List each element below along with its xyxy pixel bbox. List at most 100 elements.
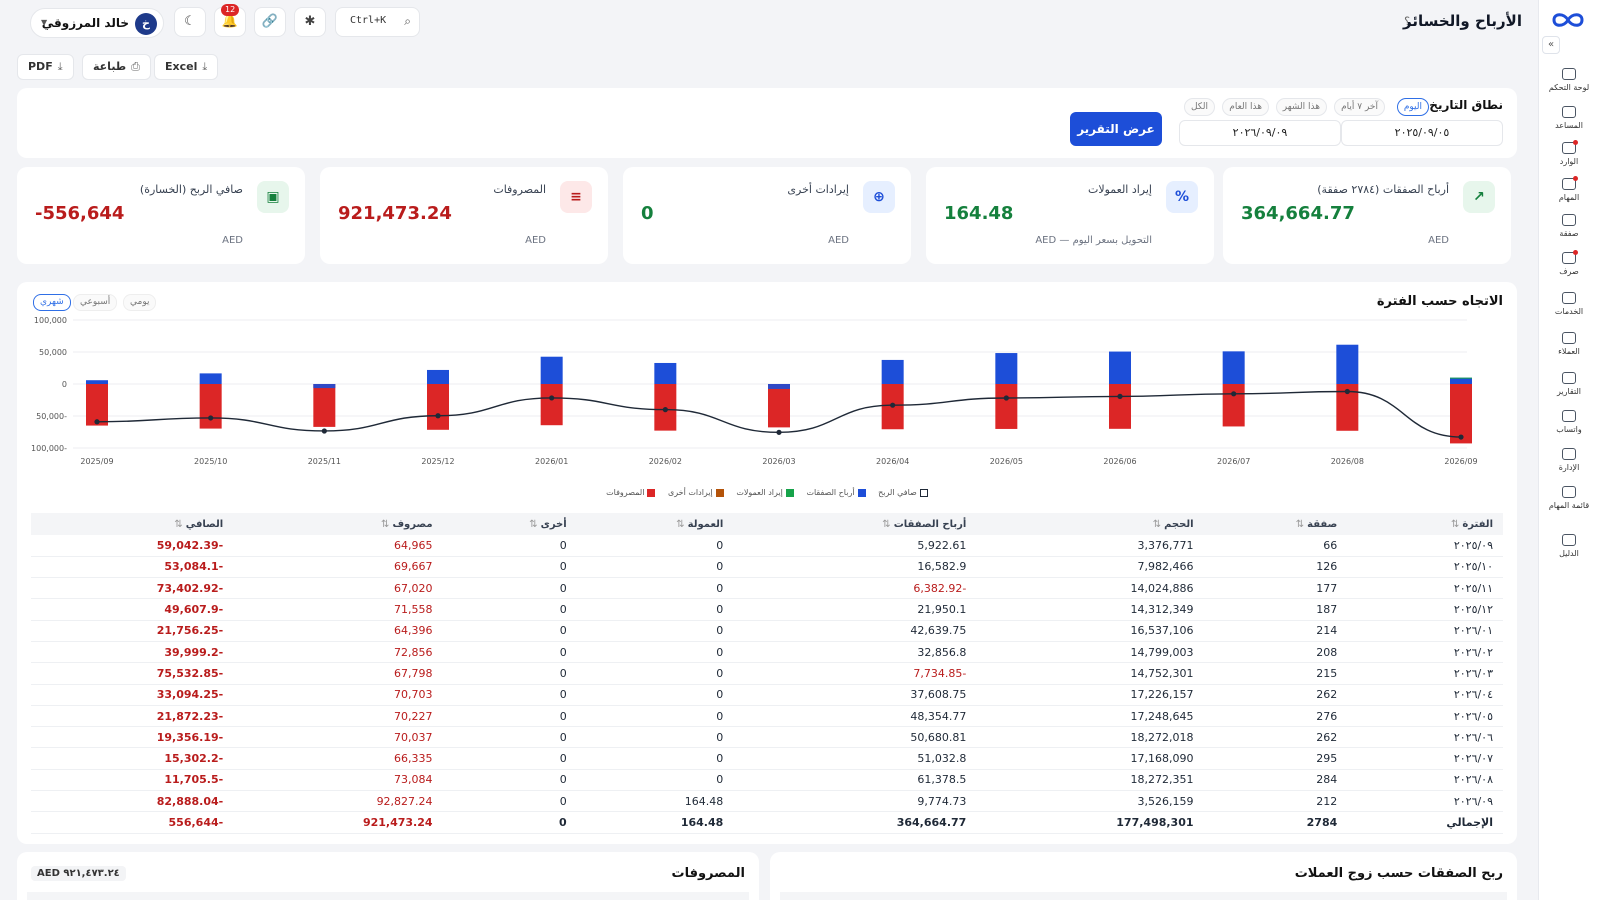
y-tick-label: 50,000 bbox=[39, 348, 67, 357]
collapse-sidebar-button[interactable]: « bbox=[1542, 36, 1560, 54]
table-cell: 208 bbox=[1203, 641, 1348, 664]
granularity-daily[interactable]: يومي bbox=[123, 294, 157, 311]
sidebar-item-1[interactable]: المساعد bbox=[1538, 106, 1600, 130]
export-pdf-button[interactable]: PDF ⤓ bbox=[17, 54, 74, 80]
sidebar-icon bbox=[1562, 252, 1576, 264]
sidebar-item-10[interactable]: الإدارة bbox=[1538, 448, 1600, 472]
x-tick-label: 2026/06 bbox=[1103, 457, 1136, 466]
expense-bar bbox=[995, 384, 1018, 429]
column-header[interactable]: الحجم⇅ bbox=[976, 513, 1204, 535]
table-cell: ٢٠٢٦/٠٤ bbox=[1347, 684, 1503, 706]
user-menu[interactable]: خ خالد المرزوقي ▼ bbox=[30, 8, 164, 38]
table-cell: -59,042.39 bbox=[31, 535, 234, 557]
x-tick-label: 2026/01 bbox=[535, 457, 568, 466]
expense-bar bbox=[86, 384, 108, 426]
table-cell: 0 bbox=[442, 684, 577, 706]
trade-profit-bar bbox=[1450, 377, 1472, 384]
sidebar-item-2[interactable]: الوارد bbox=[1538, 140, 1600, 166]
sidebar-item-5[interactable]: صرف bbox=[1538, 250, 1600, 276]
link-button[interactable]: 🔗 bbox=[254, 7, 286, 37]
expense-bar bbox=[1109, 384, 1131, 429]
table-cell: 214 bbox=[1203, 620, 1348, 642]
date-from-input[interactable]: ٢٠٢٥/٠٩/٠٥ bbox=[1341, 120, 1503, 146]
trade-profit-bar bbox=[1222, 351, 1245, 384]
sidebar-item-11[interactable]: قائمة المهام bbox=[1538, 486, 1600, 510]
chip-last-7-days[interactable]: آخر ٧ أيام bbox=[1334, 98, 1385, 116]
help-icon[interactable]: ؟ bbox=[1404, 15, 1410, 28]
legend-item-commission[interactable]: إيراد العمولات bbox=[736, 488, 794, 497]
commission-bar bbox=[1450, 377, 1472, 379]
table-cell: ٢٠٢٦/٠٦ bbox=[1347, 726, 1503, 749]
kpi-currency: AED bbox=[828, 235, 849, 246]
column-header[interactable]: أخرى⇅ bbox=[442, 513, 577, 535]
chip-today[interactable]: اليوم bbox=[1396, 98, 1429, 116]
chip-all[interactable]: الكل bbox=[1183, 98, 1215, 116]
notifications-button[interactable]: 🔔 12 bbox=[214, 4, 246, 37]
sidebar-item-9[interactable]: واتساب bbox=[1538, 410, 1600, 434]
legend-item-other[interactable]: إيرادات أخرى bbox=[668, 488, 724, 497]
expense-bar bbox=[1222, 384, 1245, 427]
table-cell: -75,532.85 bbox=[31, 662, 234, 685]
sidebar-icon bbox=[1562, 68, 1576, 80]
table-cell: 64,965 bbox=[233, 535, 443, 557]
expenses-card: المصروفات AED ٩٢١,٤٧٣.٢٤ bbox=[17, 852, 759, 900]
column-header[interactable]: العمولة⇅ bbox=[576, 513, 734, 535]
chip-this-year[interactable]: هذا العام bbox=[1222, 98, 1269, 116]
export-excel-label: Excel bbox=[165, 60, 198, 73]
theme-toggle-button[interactable]: ☾ bbox=[174, 7, 206, 37]
chip-this-month[interactable]: هذا الشهر bbox=[1275, 98, 1327, 116]
column-header[interactable]: الفترة⇅ bbox=[1347, 513, 1503, 535]
table-cell: -73,402.92 bbox=[31, 577, 234, 600]
trade-profit-bar bbox=[199, 373, 222, 384]
legend-item-expenses[interactable]: المصروفات bbox=[606, 488, 656, 497]
sidebar-item-7[interactable]: العملاء bbox=[1538, 332, 1600, 356]
x-tick-label: 2026/05 bbox=[990, 457, 1023, 466]
net-profit-point bbox=[1344, 388, 1350, 395]
link-icon: 🔗 bbox=[261, 14, 279, 29]
export-excel-button[interactable]: Excel ⤓ bbox=[154, 54, 219, 80]
search-button[interactable]: Ctrl+K ⌕ bbox=[335, 7, 420, 37]
column-header[interactable]: صفقة⇅ bbox=[1203, 513, 1348, 535]
table-cell: 73,084 bbox=[233, 769, 443, 792]
legend-item-net[interactable]: صافي الربح bbox=[878, 488, 928, 497]
column-header[interactable]: أرباح الصفقات⇅ bbox=[733, 513, 977, 535]
column-header-label: الفترة bbox=[1462, 518, 1493, 530]
table-cell: 0 bbox=[442, 620, 577, 642]
sidebar-item-12[interactable]: الدليل bbox=[1538, 534, 1600, 558]
sidebar-item-0[interactable]: لوحة التحكم bbox=[1538, 68, 1600, 92]
column-header[interactable]: مصروف⇅ bbox=[233, 513, 443, 535]
x-tick-label: 2026/08 bbox=[1331, 457, 1364, 466]
table-cell: 14,312,349 bbox=[976, 598, 1204, 621]
app-logo[interactable] bbox=[1550, 8, 1586, 32]
table-cell: 9,774.73 bbox=[733, 790, 977, 813]
trade-profit-bar bbox=[427, 369, 449, 384]
granularity-weekly[interactable]: أسبوعي bbox=[73, 294, 118, 311]
kpi-other-income: ⊕ إيرادات أخرى 0 AED bbox=[623, 167, 911, 264]
kpi-trade-profits: ↗ أرباح الصفقات (٢٧٨٤ صفقة) 364,664.77 A… bbox=[1223, 167, 1511, 264]
table-cell: 177 bbox=[1203, 577, 1348, 600]
granularity-monthly[interactable]: شهري bbox=[33, 294, 71, 311]
avatar: خ bbox=[135, 13, 157, 35]
wallet-icon: ▣ bbox=[257, 181, 289, 213]
table-total-row: الإجمالي 2784 177,498,301 364,664.77 164.48 0… bbox=[31, 811, 1503, 834]
sidebar-item-4[interactable]: صفقة bbox=[1538, 214, 1600, 238]
table-cell: 18,272,351 bbox=[976, 769, 1204, 792]
debug-button[interactable]: ✱ bbox=[294, 7, 326, 37]
sidebar-item-label: لوحة التحكم bbox=[1548, 83, 1590, 92]
table-cell: 0 bbox=[442, 790, 577, 813]
net-profit-point bbox=[776, 429, 782, 435]
print-button[interactable]: طباعة ⎙ bbox=[82, 54, 151, 80]
expense-bar bbox=[313, 384, 336, 427]
pair-profit-title: ربح الصفقات حسب زوج العملات bbox=[1294, 866, 1503, 881]
date-to-input[interactable]: ٢٠٢٦/٠٩/٠٩ bbox=[1179, 120, 1341, 146]
table-cell: 0 bbox=[442, 662, 577, 685]
sidebar-item-8[interactable]: التقارير bbox=[1538, 372, 1600, 396]
table-cell: 14,752,301 bbox=[976, 662, 1204, 685]
sidebar-item-3[interactable]: المهام bbox=[1538, 176, 1600, 202]
legend-label: إيرادات أخرى bbox=[667, 488, 713, 497]
show-report-button[interactable]: عرض التقرير bbox=[1070, 112, 1162, 146]
sidebar-item-6[interactable]: الخدمات bbox=[1538, 292, 1600, 316]
column-header[interactable]: الصافي⇅ bbox=[31, 513, 234, 535]
table-cell: ٢٠٢٥/١٢ bbox=[1347, 598, 1503, 621]
legend-item-trades[interactable]: أرباح الصفقات bbox=[806, 488, 866, 497]
